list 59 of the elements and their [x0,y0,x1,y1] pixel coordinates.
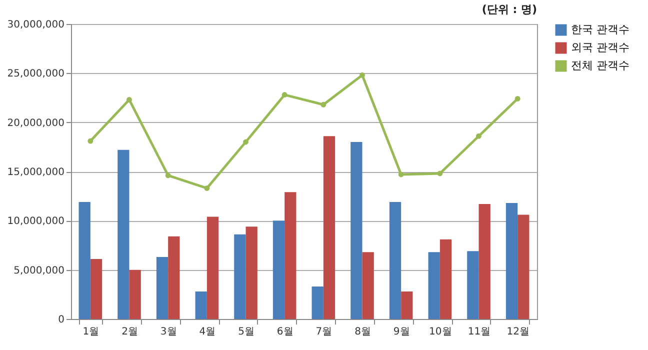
y-tick-label: 20,000,000 [7,118,64,129]
x-tick-label: 4월 [199,326,216,338]
y-tick-label: 0 [58,314,64,326]
bar [195,291,207,319]
bar [389,202,402,319]
y-tick-label: 15,000,000 [7,167,64,178]
bar [90,259,102,319]
x-tick-label: 12월 [506,326,530,338]
bar [234,234,246,319]
point [204,185,210,191]
bar [350,142,362,319]
x-tick-label: 11월 [468,326,491,338]
bar [467,251,479,319]
bar [428,252,440,319]
bar [312,286,324,319]
bar [206,216,219,319]
bar [323,136,336,319]
legend-label: 한국 관객수 [571,23,630,36]
y-tick-label: 10,000,000 [7,216,64,228]
point [514,96,520,102]
y-tick-label: 25,000,000 [7,68,64,80]
point [126,96,132,102]
bar [518,214,530,319]
point [88,138,94,144]
point [398,172,404,178]
y-tick-label: 5,000,000 [14,265,64,276]
bar [440,239,452,319]
point [476,133,482,139]
x-tick-label: 1월 [82,326,100,338]
bar [156,257,168,319]
point [243,139,248,145]
bar [478,204,490,319]
point [282,92,288,98]
bar [246,226,258,319]
point [320,102,326,108]
bar [78,202,90,319]
x-tick-label: 3월 [160,326,177,338]
x-tick-label: 5월 [238,326,254,338]
point [437,170,443,176]
point [360,72,365,78]
bar [129,270,141,319]
x-tick-label: 2월 [122,326,138,338]
bar [506,202,518,319]
x-tick-label: 6월 [276,326,294,338]
text: (단위 : 명) [482,3,537,16]
bar [362,252,374,319]
bar [168,236,180,319]
bar [272,220,285,319]
x-tick-label: 9월 [393,326,410,338]
x-tick-label: 8월 [354,326,371,338]
legend-label: 외국 관객수 [571,41,630,54]
x-tick-label: 10월 [429,326,452,338]
bar [118,150,130,319]
y-tick-label: 30,000,000 [7,20,64,30]
point [165,172,171,178]
x-tick-label: 7월 [316,326,332,338]
bar [284,192,296,319]
legend-label: 전체 관객수 [571,59,630,72]
bar [401,291,413,319]
